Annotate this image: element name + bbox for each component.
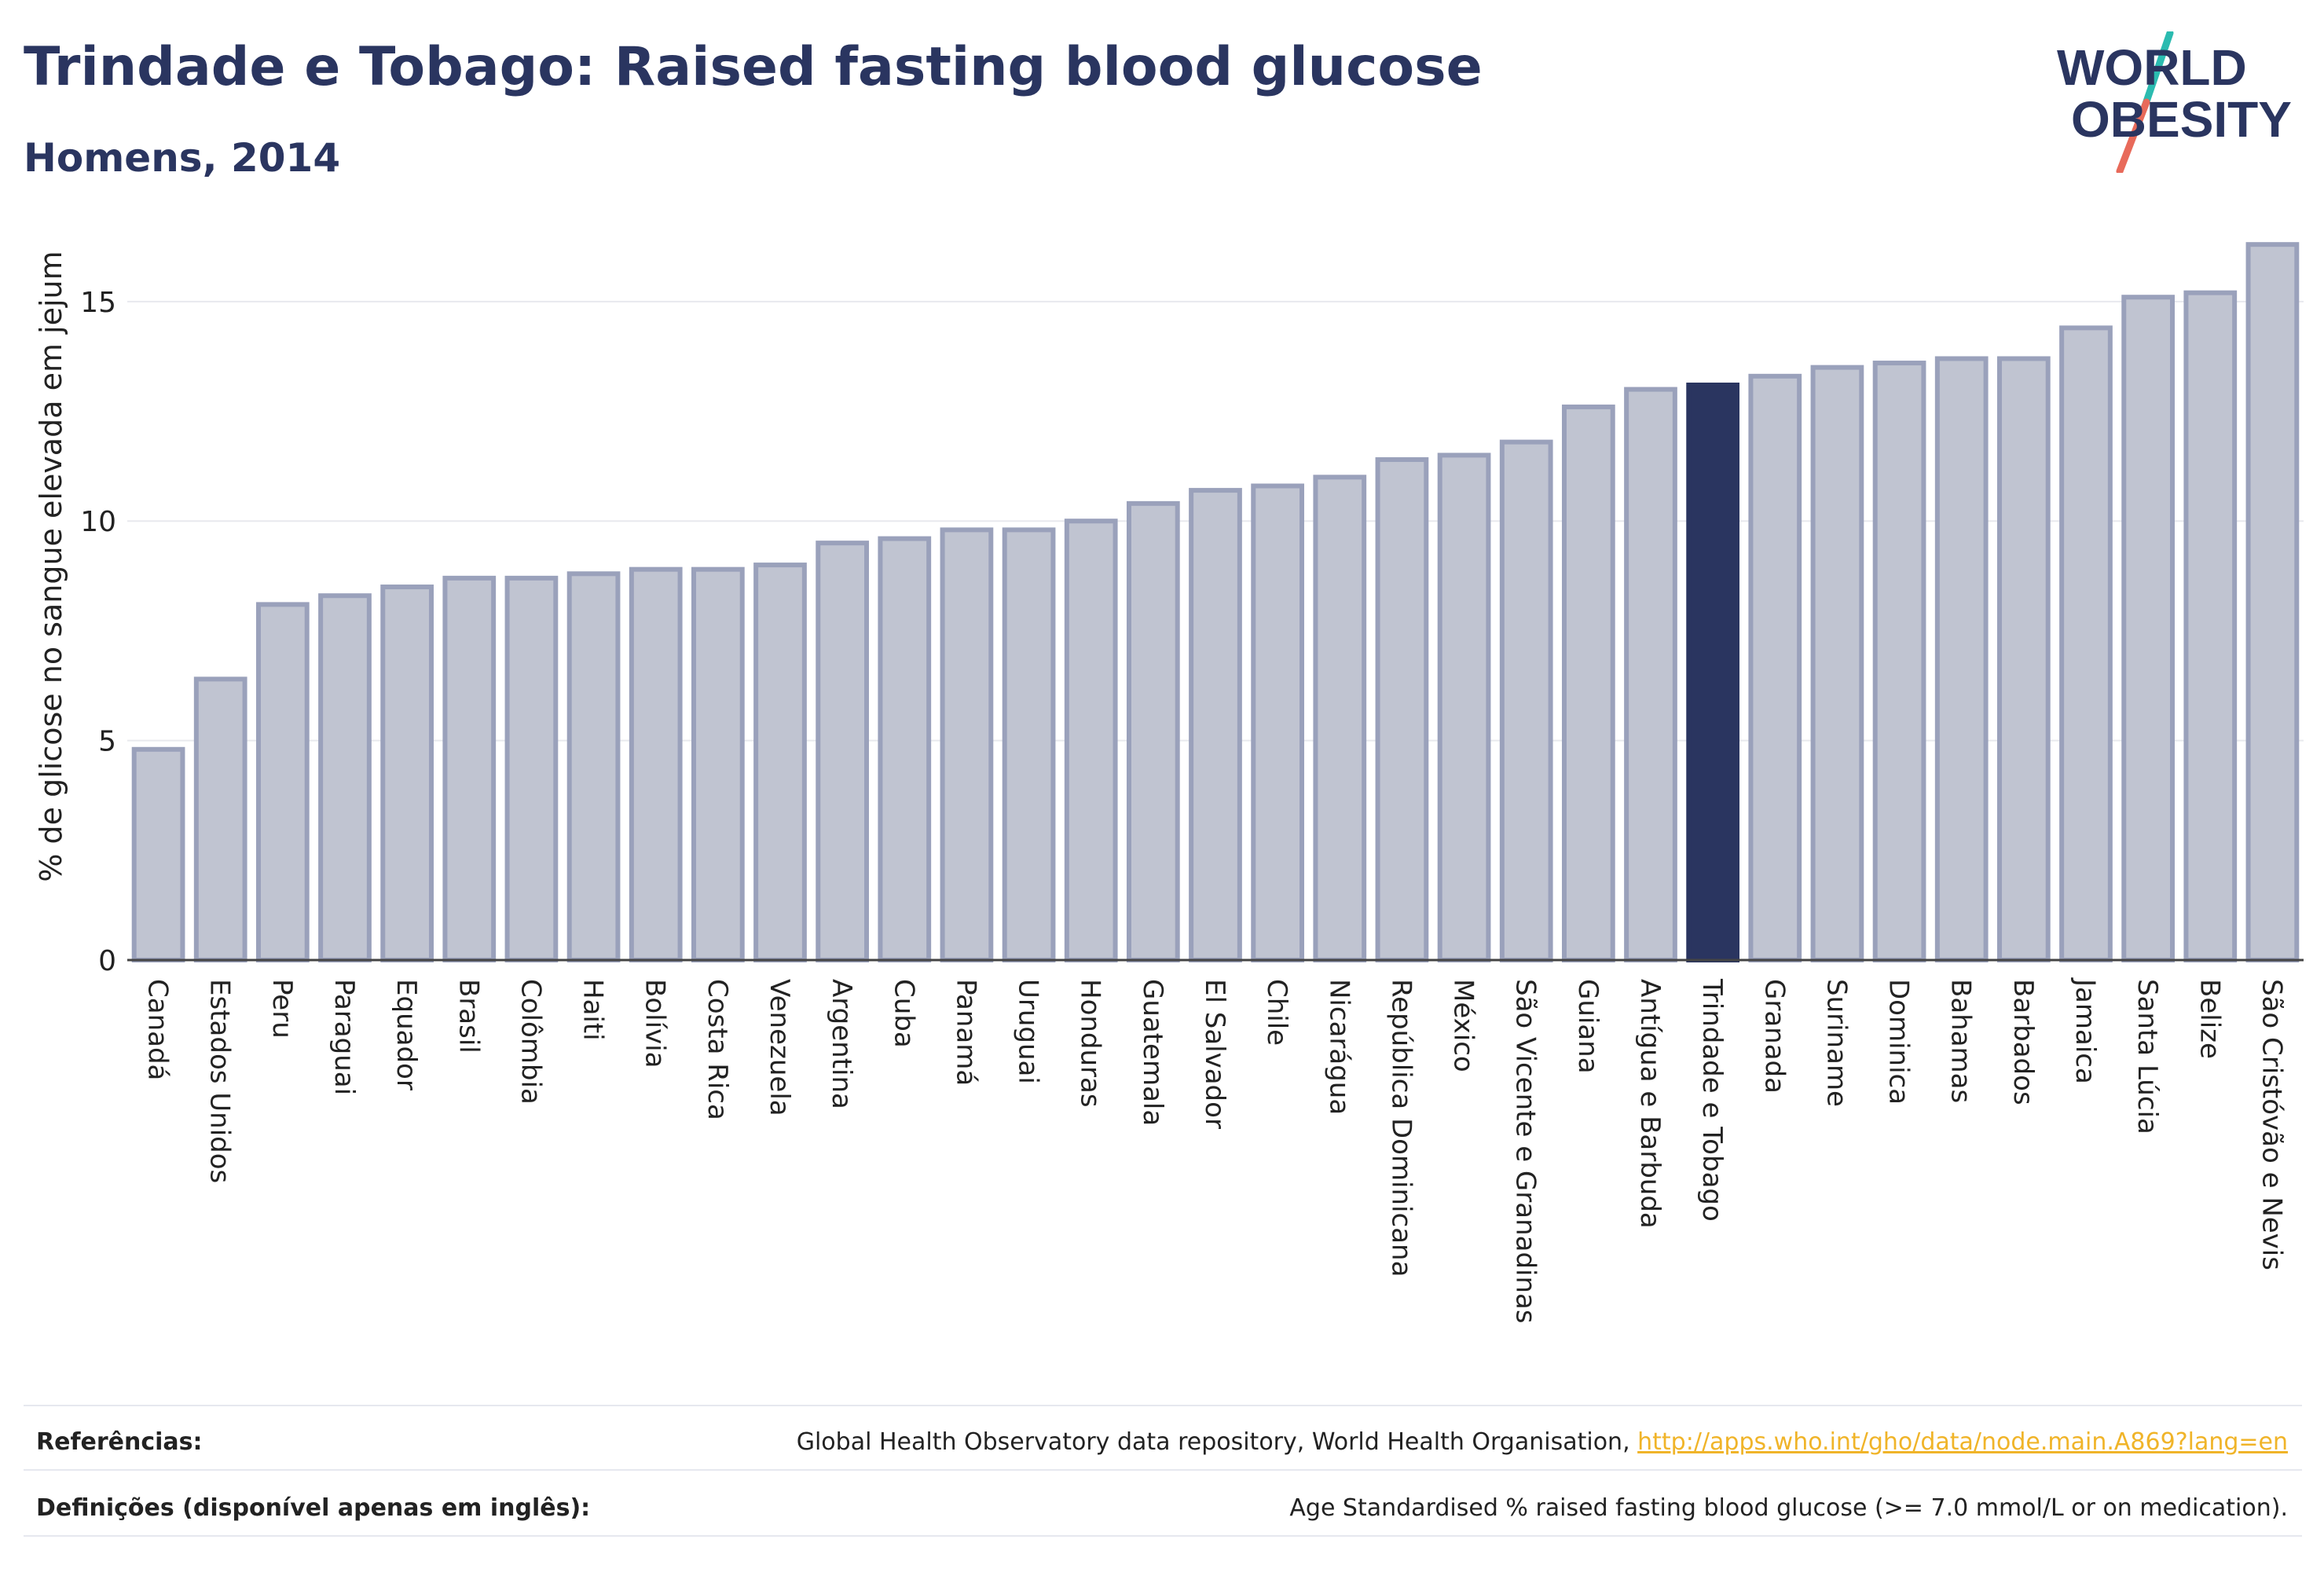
y-tick-label: 0 — [98, 945, 116, 977]
bar[interactable] — [566, 571, 621, 962]
logo-slash-top — [2141, 31, 2174, 110]
y-tick-label: 15 — [80, 287, 116, 319]
x-tick-label: Equador — [390, 979, 422, 1090]
y-tick-label: 5 — [98, 726, 116, 758]
bar[interactable] — [131, 746, 185, 962]
bar[interactable] — [1251, 483, 1305, 962]
references-label: Referências: — [36, 1428, 203, 1456]
x-tick-label: Venezuela — [764, 979, 795, 1116]
x-tick-label: Guiana — [1572, 979, 1604, 1074]
bar[interactable] — [816, 541, 870, 962]
definitions-label: Definições (disponível apenas em inglês)… — [36, 1494, 591, 1522]
bar[interactable] — [2121, 295, 2176, 963]
bar[interactable] — [255, 602, 310, 963]
x-tick-label: Bolívia — [640, 979, 671, 1068]
x-tick-label: Nicarágua — [1323, 979, 1354, 1115]
bar[interactable] — [1934, 356, 1989, 962]
bar[interactable] — [1748, 373, 1802, 962]
bar[interactable] — [1437, 453, 1491, 962]
bar[interactable] — [1499, 439, 1553, 962]
x-tick-label: Belize — [2194, 979, 2225, 1059]
bar[interactable] — [691, 566, 745, 962]
world-obesity-logo: WORLD OBESITY — [2057, 31, 2292, 173]
x-tick-label: México — [1448, 979, 1479, 1072]
x-tick-label: Guatemala — [1137, 979, 1168, 1126]
x-tick-label: Canadá — [142, 979, 174, 1080]
x-tick-label: Argentina — [826, 979, 857, 1109]
x-tick-layer: Canadá Estados Unidos Peru Paraguai Equador B… — [127, 958, 2304, 1324]
x-tick-label: Barbados — [2007, 979, 2039, 1105]
x-tick-label: São Cristóvão e Nevis — [2256, 979, 2287, 1270]
x-tick-label: Honduras — [1075, 979, 1106, 1108]
y-axis-label: % de glicose no sangue elevada em jejum — [34, 251, 68, 881]
logo-line-1: WORLD — [2057, 39, 2247, 96]
bar[interactable] — [2059, 325, 2113, 962]
bar[interactable] — [1624, 387, 1677, 962]
bar[interactable] — [504, 575, 559, 962]
bar[interactable] — [1686, 382, 1740, 963]
footer-divider-bottom — [24, 1535, 2302, 1537]
x-tick-label: Panamá — [950, 979, 981, 1086]
references-text: Global Health Observatory data repositor… — [796, 1428, 1638, 1456]
x-tick-label: Bahamas — [1945, 979, 1977, 1103]
x-tick-label: Chile — [1261, 979, 1292, 1046]
references-value: Global Health Observatory data repositor… — [797, 1428, 2288, 1456]
bar[interactable] — [2183, 290, 2238, 963]
x-tick-label: El Salvador — [1199, 979, 1230, 1129]
x-tick-label: Trindade e Tobago — [1696, 978, 1728, 1222]
x-tick-label: Santa Lúcia — [2132, 979, 2163, 1134]
bar[interactable] — [1313, 475, 1367, 962]
bar[interactable] — [2245, 242, 2300, 962]
footer-divider-middle — [24, 1469, 2302, 1471]
x-tick-label: Cuba — [888, 979, 919, 1048]
bar[interactable] — [318, 593, 372, 962]
x-tick-label: Jamaica — [2069, 977, 2101, 1084]
x-tick-label: Antígua e Barbuda — [1634, 979, 1666, 1229]
bar[interactable] — [1375, 456, 1429, 962]
footer-divider-top — [24, 1405, 2302, 1406]
y-tick-label: 10 — [80, 506, 116, 538]
x-tick-label: Uruguai — [1013, 979, 1044, 1084]
bar-layer — [131, 242, 2300, 963]
bar[interactable] — [1064, 519, 1118, 962]
x-tick-label: Costa Rica — [702, 979, 733, 1120]
x-tick-label: Dominica — [1883, 979, 1915, 1105]
bar[interactable] — [1189, 488, 1242, 962]
logo-line-2: OBESITY — [2071, 91, 2292, 148]
chart-subtitle: Homens, 2014 — [24, 135, 341, 181]
bar[interactable] — [940, 527, 994, 962]
bar[interactable] — [193, 676, 247, 962]
x-tick-label: Colômbia — [515, 979, 546, 1105]
y-tick-layer: 0 5 10 15 — [80, 287, 116, 977]
x-tick-label: Suriname — [1820, 979, 1852, 1107]
x-tick-label: Haiti — [577, 979, 609, 1041]
bar-chart: 0 5 10 15 Canadá Estados Unidos Peru Paraguai E… — [34, 242, 2304, 1324]
x-tick-label: República Dominicana — [1385, 979, 1417, 1277]
chart-title: Trindade e Tobago: Raised fasting blood … — [24, 36, 1483, 98]
bar[interactable] — [442, 575, 497, 962]
x-tick-label: Granada — [1758, 979, 1790, 1094]
bar[interactable] — [1126, 500, 1180, 962]
logo-slash-bottom — [2116, 98, 2150, 173]
definitions-value: Age Standardised % raised fasting blood … — [1289, 1494, 2288, 1522]
bar[interactable] — [1996, 356, 2051, 962]
x-tick-label: Estados Unidos — [204, 979, 236, 1183]
x-tick-label: Peru — [266, 979, 298, 1039]
bar[interactable] — [380, 585, 434, 962]
bar[interactable] — [1561, 404, 1615, 962]
bar[interactable] — [1872, 361, 1926, 963]
bar[interactable] — [878, 536, 932, 962]
references-link[interactable]: http://apps.who.int/gho/data/node.main.A… — [1637, 1428, 2288, 1456]
bar[interactable] — [1002, 527, 1056, 962]
bar[interactable] — [1810, 365, 1864, 962]
x-tick-label: Paraguai — [328, 979, 360, 1095]
x-tick-label: São Vicente e Granadinas — [1510, 979, 1541, 1324]
bar[interactable] — [753, 563, 807, 962]
x-tick-label: Brasil — [453, 979, 484, 1054]
bar[interactable] — [629, 566, 683, 962]
